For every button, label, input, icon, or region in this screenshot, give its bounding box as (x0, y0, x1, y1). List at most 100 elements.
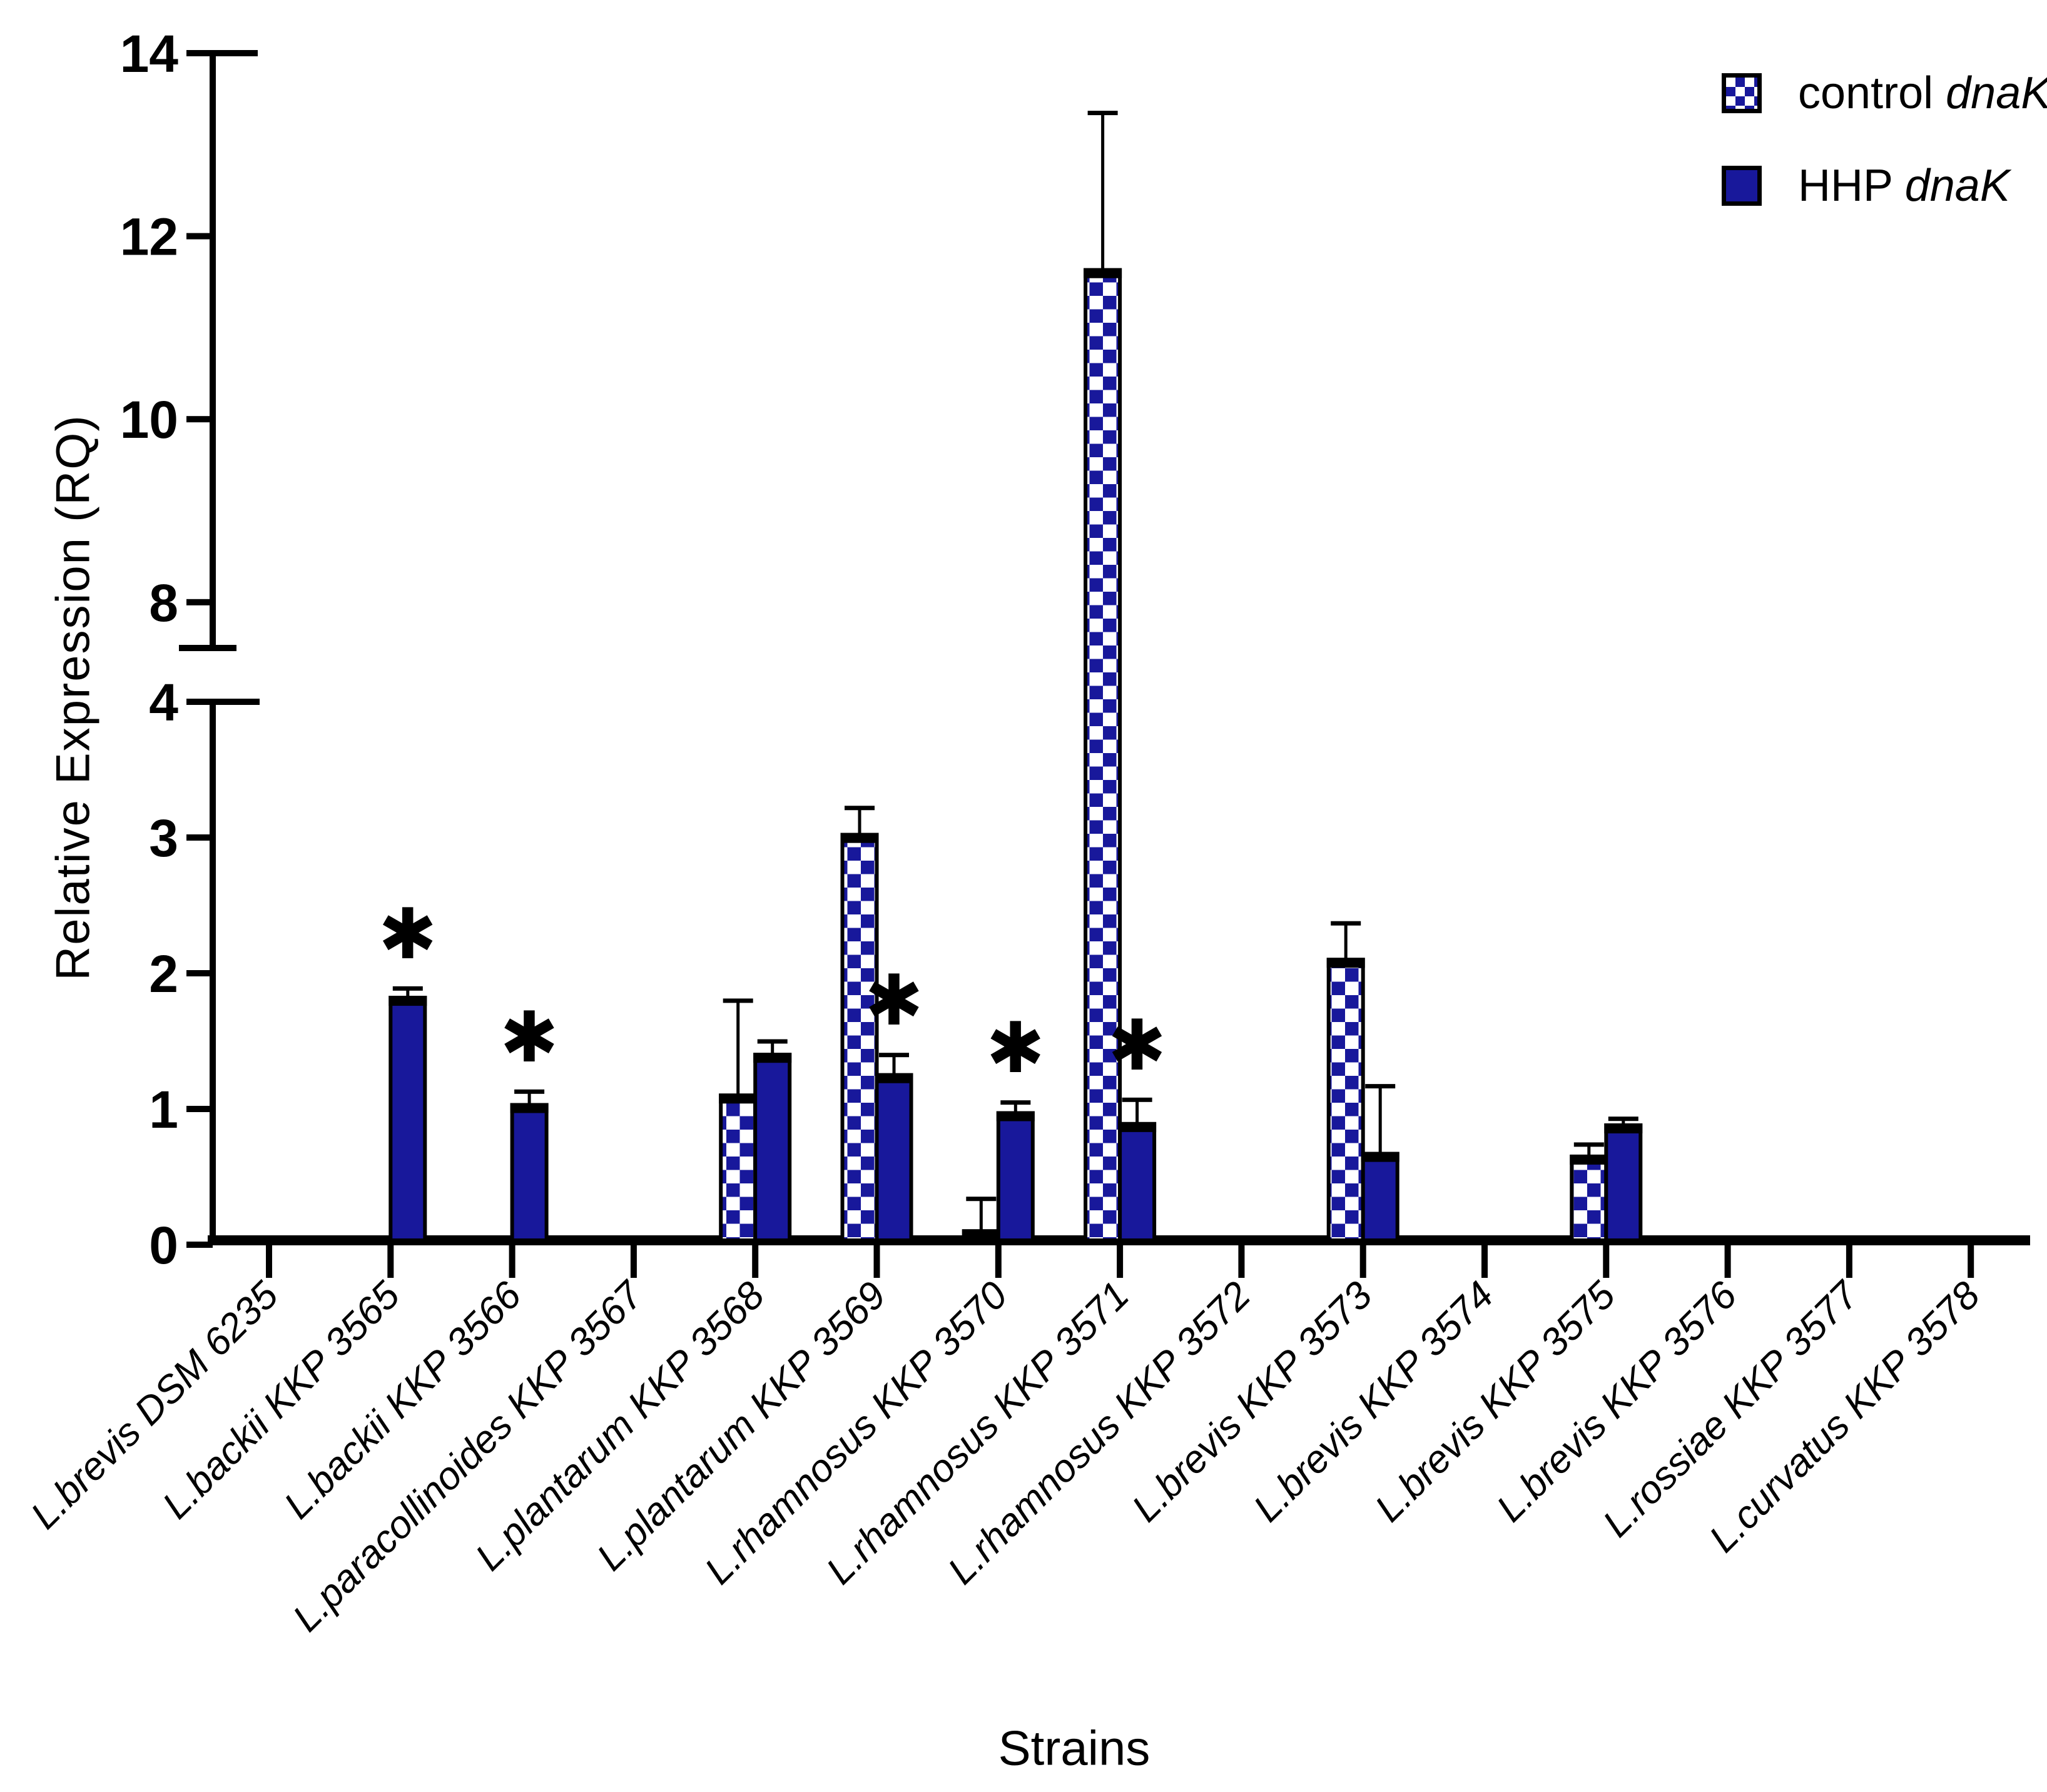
bar-checkered (1326, 958, 1365, 1243)
bar-checkered (840, 833, 879, 1243)
strain-label: L.backii KKP 3566 (276, 1273, 530, 1527)
significance-asterisk: ✱ (500, 997, 559, 1078)
significance-asterisk: ✱ (378, 894, 437, 975)
x-tick (387, 1245, 394, 1278)
error-bar-cap (1000, 1100, 1031, 1105)
bar-solid (996, 1111, 1035, 1243)
legend-control-gene: dnaK (1946, 68, 2047, 118)
x-tick (873, 1245, 880, 1278)
legend-control-prefix: control (1798, 68, 1946, 118)
legend-item-hhp: HHP dnaK (1722, 161, 2047, 211)
legend: control dnaK HHP dnaK (1722, 68, 2047, 255)
error-bar-cap (757, 1039, 788, 1044)
y-tick (186, 699, 213, 705)
y-tick-label: 0 (149, 1216, 178, 1275)
error-bar-line (1587, 1144, 1591, 1157)
bar-top-cap (1361, 1152, 1399, 1162)
bar-top-cap (962, 1229, 1000, 1240)
y-tick (186, 416, 213, 423)
y-tick-label: 10 (120, 390, 178, 449)
error-bar-line (736, 1000, 740, 1096)
x-tick (1117, 1245, 1124, 1278)
error-bar-cap (879, 1053, 909, 1058)
y-tick (186, 834, 213, 841)
bar-top-cap (1084, 268, 1122, 278)
y-tick-label: 4 (149, 673, 178, 732)
y-axis-upper-segment (210, 53, 216, 648)
legend-hhp-gene: dnaK (1904, 161, 2010, 211)
y-tick-label: 14 (120, 24, 179, 83)
y-tick-label: 2 (149, 944, 178, 1003)
strain-label: L.brevis KKP 3575 (1367, 1273, 1624, 1531)
error-bar-cap (966, 1197, 997, 1202)
bar-solid (1118, 1121, 1157, 1242)
y-tick-label: 3 (149, 809, 178, 868)
error-bar-cap (1331, 921, 1361, 926)
axis-break-upper-cap (179, 645, 236, 651)
strain-label: L.backii KKP 3565 (155, 1273, 409, 1527)
x-tick (266, 1245, 272, 1278)
bar-checkered (1084, 268, 1122, 1243)
error-bar-line (406, 988, 410, 998)
x-tick (995, 1245, 1002, 1278)
y-tick (186, 233, 213, 240)
strain-label: L.brevis KKP 3574 (1246, 1273, 1502, 1530)
axis-break-lower-cap (213, 699, 260, 705)
x-tick (1481, 1245, 1488, 1278)
bar-solid (753, 1053, 792, 1242)
error-bar-cap (1087, 111, 1118, 116)
bar-top-cap (1118, 1121, 1157, 1132)
error-bar-line (527, 1091, 531, 1105)
y-tick (186, 1242, 213, 1248)
bar-solid (389, 996, 427, 1243)
error-bar-line (892, 1055, 896, 1075)
x-axis-title: Strains (998, 1720, 1150, 1776)
error-bar-line (1135, 1099, 1139, 1124)
bar-top-cap (1604, 1123, 1643, 1134)
y-tick (186, 970, 213, 976)
error-bar-line (1344, 923, 1348, 960)
error-bar-cap (1365, 1084, 1396, 1089)
significance-asterisk: ✱ (986, 1008, 1045, 1089)
error-bar-cap (1608, 1116, 1638, 1121)
error-bar-line (1101, 113, 1105, 270)
checkered-swatch-icon (1722, 73, 1762, 113)
error-bar-cap (392, 986, 423, 991)
bar-solid (1361, 1152, 1399, 1242)
error-bar-line (1622, 1118, 1625, 1126)
x-tick (1846, 1245, 1852, 1278)
upper-axis-top-cap (213, 50, 258, 56)
bar-top-cap (719, 1093, 758, 1104)
x-tick (1603, 1245, 1610, 1278)
y-tick (186, 599, 213, 605)
y-tick-label: 8 (149, 574, 178, 632)
y-tick-label: 12 (120, 208, 178, 266)
error-bar-line (771, 1041, 775, 1055)
error-bar-line (1013, 1102, 1017, 1113)
bar-top-cap (1570, 1154, 1608, 1165)
legend-hhp-prefix: HHP (1798, 161, 1905, 211)
bar-solid (510, 1103, 549, 1242)
bar-checkered (719, 1093, 758, 1243)
error-bar-cap (723, 998, 753, 1003)
significance-asterisk: ✱ (865, 960, 923, 1041)
error-bar-cap (1573, 1142, 1604, 1147)
x-tick (1238, 1245, 1245, 1278)
x-tick (1724, 1245, 1731, 1278)
x-tick (509, 1245, 516, 1278)
bar-solid (1604, 1123, 1643, 1243)
bar-top-cap (510, 1103, 549, 1113)
bar-top-cap (753, 1053, 792, 1063)
error-bar-line (858, 807, 861, 835)
y-axis-title: Relative Expression (RQ) (46, 414, 100, 981)
y-tick (186, 1106, 213, 1112)
x-tick (630, 1245, 637, 1278)
error-bar-cap (514, 1089, 545, 1094)
bar-solid (875, 1073, 913, 1242)
bar-top-cap (996, 1111, 1035, 1121)
bar-checkered (1570, 1154, 1608, 1242)
y-tick-label: 1 (149, 1080, 178, 1139)
x-tick (1968, 1245, 1974, 1278)
